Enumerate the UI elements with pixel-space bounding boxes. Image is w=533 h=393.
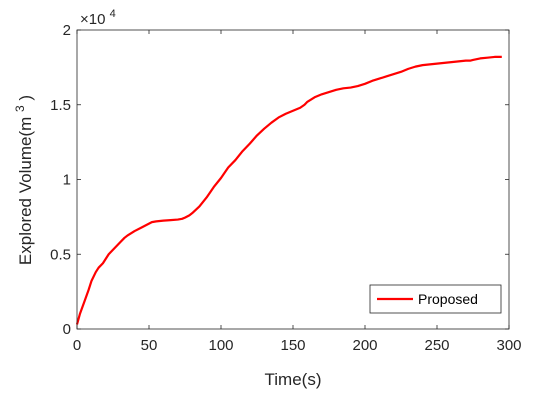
x-tick-label: 200: [352, 337, 377, 354]
y-tick-label: 1: [63, 172, 71, 189]
y-axis-label-superscript: 3: [13, 105, 27, 112]
y-tick-label: 0.5: [50, 246, 71, 263]
legend-box: [369, 284, 502, 314]
legend-label-proposed: Proposed: [418, 291, 478, 307]
x-tick-label: 250: [424, 337, 449, 354]
y-tick-label: 2: [63, 22, 71, 39]
x-axis-label: Time(s): [265, 370, 322, 389]
y-axis-ticks: 0 0.5 1 1.5 2: [50, 22, 509, 338]
legend: Proposed: [369, 284, 502, 314]
y-axis-label: Explored Volume(m 3 ): [9, 95, 35, 265]
y-tick-label: 1.5: [50, 97, 71, 114]
plot-frame: [76, 29, 510, 330]
x-tick-label: 0: [73, 337, 81, 354]
series-line-proposed: [75, 55, 502, 325]
x-tick-label: 300: [496, 337, 521, 354]
y-axis-label-end: ): [16, 95, 35, 101]
y-axis-multiplier-exponent: 4: [110, 8, 116, 20]
x-tick-label: 150: [280, 337, 305, 354]
x-tick-label: 100: [208, 337, 233, 354]
y-axis-multiplier-base: ×10: [80, 11, 105, 28]
y-axis-multiplier: ×10 4: [80, 8, 116, 28]
plot-area: [77, 30, 509, 329]
x-tick-label: 50: [141, 337, 158, 354]
x-axis-ticks: 0 50 100 150 200 250 300: [73, 30, 522, 354]
y-axis-label-base: Explored Volume(m: [16, 117, 35, 265]
y-tick-label: 0: [63, 321, 71, 338]
